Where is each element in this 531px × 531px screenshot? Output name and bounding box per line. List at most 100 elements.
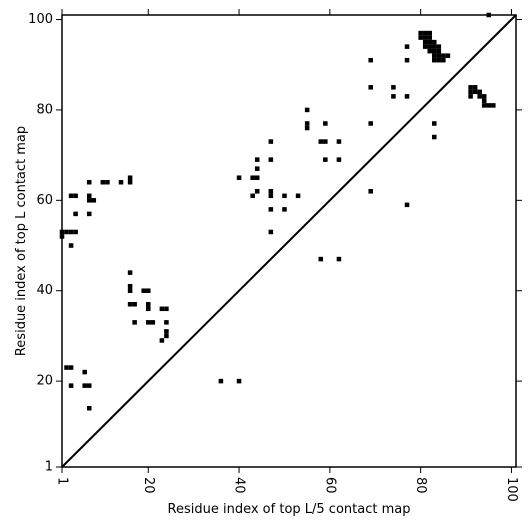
contact-point — [73, 211, 78, 217]
contact-point — [418, 35, 423, 40]
contact-point — [323, 157, 328, 162]
contact-point — [86, 383, 92, 388]
contact-point — [422, 44, 428, 49]
contact-point — [250, 193, 255, 199]
contact-point — [282, 193, 287, 199]
contact-point — [318, 256, 324, 262]
x-axis-title: Residue index of top L/5 contact map — [168, 502, 411, 517]
contact-point — [427, 30, 433, 36]
contact-point — [436, 53, 442, 58]
x-tick-label: 60 — [322, 477, 337, 494]
contact-point — [141, 288, 146, 293]
contact-point — [250, 175, 255, 180]
contact-point — [254, 175, 260, 180]
contact-point — [404, 94, 410, 99]
contact-point — [491, 103, 496, 108]
x-tick-label: 20 — [141, 477, 156, 494]
contact-point — [254, 157, 260, 162]
contact-point — [127, 288, 133, 293]
contact-point — [368, 57, 373, 63]
contact-point — [86, 211, 92, 217]
contact-point — [368, 121, 373, 126]
contact-point — [268, 139, 274, 144]
contact-point — [323, 139, 328, 144]
contact-point — [127, 283, 133, 289]
plot-frame — [61, 14, 517, 468]
contact-point — [468, 89, 473, 95]
contact-point — [422, 30, 428, 36]
y-tick-label: 80 — [36, 102, 53, 117]
x-tick-label: 100 — [504, 477, 519, 502]
contact-point — [68, 229, 74, 235]
contact-point — [145, 302, 151, 307]
contact-point — [422, 39, 428, 45]
contact-point — [132, 302, 137, 307]
contact-point — [304, 107, 310, 113]
contact-point — [295, 193, 301, 199]
contact-point — [132, 320, 137, 325]
contact-point — [218, 378, 224, 384]
contact-point — [145, 288, 151, 293]
contact-markers — [59, 12, 496, 411]
contact-point — [432, 134, 437, 140]
contact-point — [445, 53, 451, 58]
contact-point — [432, 39, 437, 45]
contact-point — [432, 53, 437, 58]
contact-point — [391, 94, 396, 99]
contact-point — [336, 256, 342, 262]
contact-point — [105, 179, 110, 185]
y-tick-label: 40 — [36, 283, 53, 298]
contact-point — [472, 89, 478, 95]
contact-point — [432, 121, 437, 126]
contact-point — [468, 94, 473, 99]
contact-point — [404, 202, 410, 208]
contact-point — [472, 85, 478, 90]
contact-point — [86, 193, 92, 199]
contact-point — [427, 35, 433, 40]
contact-point — [436, 44, 442, 49]
contact-point — [268, 193, 274, 199]
contact-point — [164, 320, 169, 325]
y-axis-title: Residue index of top L contact map — [14, 126, 29, 356]
contact-point — [486, 103, 492, 108]
contact-point — [436, 57, 442, 63]
contact-point — [164, 306, 169, 312]
contact-point — [254, 166, 260, 171]
y-tick-label: 60 — [36, 193, 53, 208]
contact-point — [86, 405, 92, 411]
contact-point — [159, 306, 165, 312]
contact-point — [391, 85, 396, 90]
contact-point — [418, 30, 423, 36]
contact-point — [127, 302, 133, 307]
contact-point — [318, 139, 324, 144]
contact-point — [336, 157, 342, 162]
contact-point — [422, 35, 428, 40]
contact-point — [268, 157, 274, 162]
contact-point — [236, 378, 242, 384]
contact-point — [427, 39, 433, 45]
contact-point — [304, 125, 310, 131]
x-tick-label: 80 — [413, 477, 428, 494]
contact-point — [481, 94, 487, 99]
contact-point — [477, 89, 482, 95]
contact-point — [432, 44, 437, 49]
contact-point — [477, 94, 482, 99]
contact-point — [254, 189, 260, 194]
contact-point — [118, 179, 124, 185]
y-tick-label: 20 — [36, 374, 53, 389]
contact-point — [368, 85, 373, 90]
contact-point — [73, 229, 78, 235]
contact-point — [441, 53, 446, 58]
contact-point — [64, 365, 69, 370]
contact-point — [268, 229, 274, 235]
contact-point — [145, 306, 151, 312]
contact-point — [404, 57, 410, 63]
contact-point — [73, 193, 78, 199]
contact-point — [68, 383, 74, 388]
contact-point — [323, 121, 328, 126]
contact-point — [268, 207, 274, 212]
contact-point — [441, 57, 446, 63]
contact-point — [268, 189, 274, 194]
x-tick-label: 40 — [232, 477, 247, 494]
contact-point — [368, 189, 373, 194]
